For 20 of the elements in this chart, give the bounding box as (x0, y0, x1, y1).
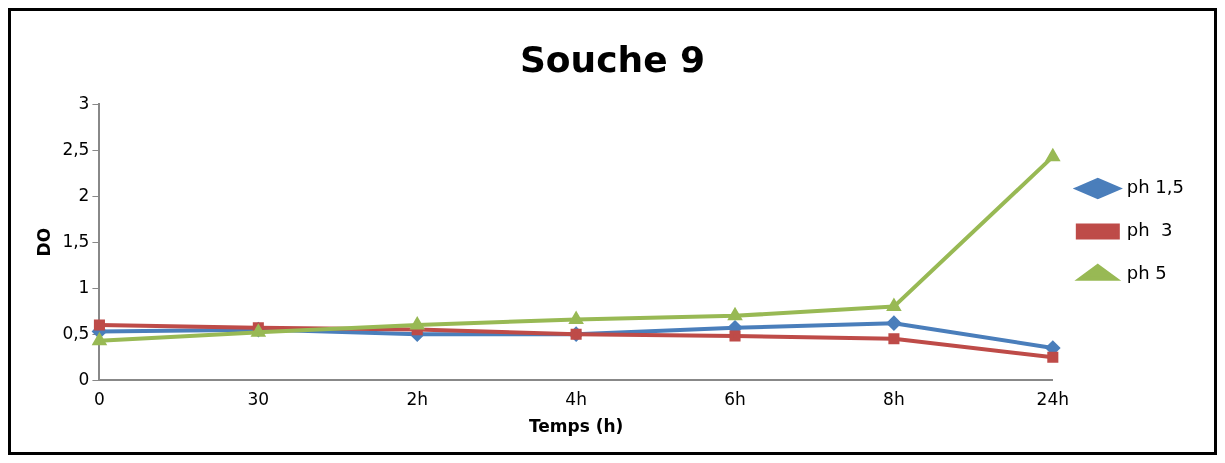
x-tick-label: 8h (883, 388, 905, 409)
x-tick-label: 4h (565, 388, 587, 409)
x-tick-label: 30 (247, 388, 270, 409)
y-tick-label: 3 (78, 92, 90, 113)
x-tick-label: 6h (724, 388, 746, 409)
x-tick-label: 24h (1036, 388, 1070, 409)
x-axis-title: Temps (h) (528, 416, 624, 437)
y-tick-label: 0 (78, 368, 90, 389)
legend-label: ph 3 (1126, 219, 1173, 241)
x-tick-label: 0 (94, 388, 105, 409)
chart-title: Souche 9 (519, 38, 706, 80)
legend-label: ph 1,5 (1126, 176, 1185, 198)
y-tick-label: 2 (78, 184, 90, 205)
y-tick-label: 1,5 (62, 230, 90, 251)
y-tick-label: 0,5 (62, 322, 90, 343)
legend-label: ph 5 (1126, 262, 1167, 284)
x-tick-label: 2h (406, 388, 429, 409)
y-tick-label: 2,5 (62, 138, 90, 159)
y-tick-label: 1 (78, 276, 90, 297)
y-axis-title: DO (33, 227, 54, 257)
